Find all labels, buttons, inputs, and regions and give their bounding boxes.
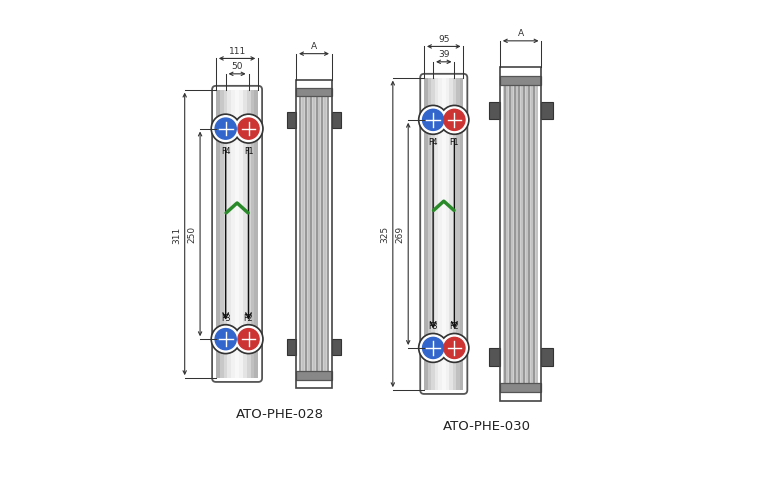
Polygon shape — [424, 79, 427, 390]
Circle shape — [441, 335, 467, 361]
Circle shape — [235, 326, 261, 352]
Circle shape — [234, 115, 263, 144]
Text: F1: F1 — [450, 138, 459, 147]
Circle shape — [234, 325, 263, 354]
Polygon shape — [239, 90, 243, 378]
Polygon shape — [224, 90, 228, 378]
Circle shape — [441, 108, 467, 134]
Polygon shape — [449, 79, 453, 390]
Text: F1: F1 — [244, 147, 253, 156]
Polygon shape — [445, 79, 449, 390]
Circle shape — [420, 335, 446, 361]
Polygon shape — [460, 79, 464, 390]
Polygon shape — [435, 79, 438, 390]
Polygon shape — [500, 77, 542, 86]
Text: 50: 50 — [232, 62, 243, 71]
Circle shape — [444, 338, 465, 359]
Polygon shape — [287, 340, 296, 356]
Circle shape — [235, 117, 261, 142]
Polygon shape — [427, 79, 431, 390]
Text: F3: F3 — [221, 313, 231, 322]
Text: 111: 111 — [228, 47, 246, 56]
Polygon shape — [287, 113, 296, 129]
Polygon shape — [542, 103, 552, 120]
Circle shape — [444, 110, 465, 131]
Circle shape — [419, 334, 448, 363]
Circle shape — [211, 325, 240, 354]
Text: F2: F2 — [450, 322, 459, 331]
Circle shape — [440, 334, 469, 363]
Circle shape — [238, 119, 259, 140]
Polygon shape — [296, 89, 332, 97]
Polygon shape — [438, 79, 442, 390]
Polygon shape — [332, 113, 341, 129]
Circle shape — [211, 115, 240, 144]
Text: A: A — [517, 29, 524, 39]
Polygon shape — [489, 103, 500, 120]
Circle shape — [238, 329, 259, 350]
Text: A: A — [311, 42, 317, 51]
Polygon shape — [296, 371, 332, 380]
Polygon shape — [503, 77, 538, 392]
Circle shape — [423, 338, 444, 359]
Text: F4: F4 — [428, 138, 438, 147]
Polygon shape — [489, 348, 500, 366]
Polygon shape — [254, 90, 258, 378]
Text: F4: F4 — [221, 147, 231, 156]
Circle shape — [215, 329, 236, 350]
Text: 250: 250 — [188, 226, 197, 243]
Polygon shape — [431, 79, 435, 390]
Polygon shape — [247, 90, 250, 378]
Text: 95: 95 — [438, 35, 450, 44]
Polygon shape — [500, 383, 542, 392]
Polygon shape — [250, 90, 254, 378]
Polygon shape — [228, 90, 232, 378]
Text: ATO-PHE-028: ATO-PHE-028 — [236, 407, 324, 420]
Circle shape — [423, 110, 444, 131]
Polygon shape — [232, 90, 235, 378]
Circle shape — [213, 326, 239, 352]
Polygon shape — [453, 79, 456, 390]
Text: F3: F3 — [428, 322, 438, 331]
Polygon shape — [456, 79, 460, 390]
Circle shape — [213, 117, 239, 142]
Polygon shape — [442, 79, 445, 390]
Polygon shape — [220, 90, 224, 378]
Text: 311: 311 — [172, 226, 181, 243]
Circle shape — [215, 119, 236, 140]
Circle shape — [420, 108, 446, 134]
Circle shape — [419, 106, 448, 135]
Text: 269: 269 — [395, 226, 405, 243]
Polygon shape — [243, 90, 247, 378]
Text: F2: F2 — [244, 313, 253, 322]
Text: 325: 325 — [381, 226, 389, 243]
Circle shape — [440, 106, 469, 135]
Polygon shape — [332, 340, 341, 356]
Text: ATO-PHE-030: ATO-PHE-030 — [443, 419, 531, 432]
Polygon shape — [235, 90, 239, 378]
Polygon shape — [216, 90, 220, 378]
Polygon shape — [542, 348, 552, 366]
Text: 39: 39 — [438, 50, 450, 60]
Polygon shape — [299, 89, 329, 380]
